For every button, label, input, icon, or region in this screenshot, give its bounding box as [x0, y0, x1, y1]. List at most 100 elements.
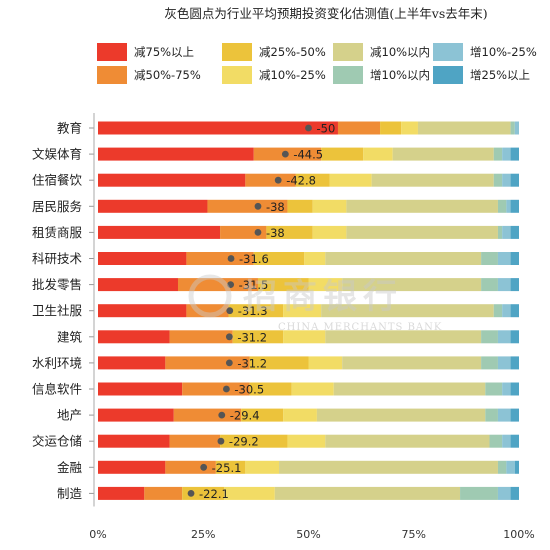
legend-swatch	[97, 66, 127, 84]
bar-segment	[342, 278, 482, 292]
bar-segment	[186, 252, 254, 265]
bar-segment	[510, 382, 519, 396]
category-label: 租赁商服	[32, 225, 83, 240]
average-marker-dot	[217, 437, 225, 445]
bar-segment	[249, 356, 309, 370]
bar-segment	[253, 252, 305, 265]
bar-segment	[220, 225, 267, 239]
bar-segment	[182, 382, 250, 396]
bar-segment	[510, 486, 519, 500]
bar-segment	[249, 382, 292, 396]
category-label: 卫生社服	[32, 303, 83, 318]
average-marker-dot	[225, 333, 233, 341]
bar-segment	[333, 382, 486, 396]
average-marker-label: -31.5	[239, 278, 269, 292]
bar-segment	[232, 330, 284, 344]
average-marker-label: -50	[317, 122, 336, 136]
average-marker-dot	[227, 255, 235, 262]
bar-segment	[274, 486, 461, 500]
legend-label: 增25%以上	[470, 68, 530, 82]
category-label: 交运仓储	[32, 434, 82, 449]
bar-segment	[98, 486, 145, 500]
bar-segment	[304, 252, 326, 265]
bar-segment	[245, 173, 296, 187]
bar-segment	[98, 278, 178, 292]
legend-swatch	[333, 43, 363, 61]
bar-segment	[325, 252, 482, 265]
bar-segment	[346, 225, 498, 239]
category-label: 制造	[57, 486, 83, 501]
average-marker-label: -38	[266, 200, 285, 214]
bar-segment	[493, 304, 503, 318]
bar-segment	[98, 121, 338, 135]
bar-segment	[481, 356, 498, 370]
bar-segment	[510, 252, 519, 265]
bar-segment	[510, 173, 519, 187]
legend-label: 减50%-75%	[134, 68, 201, 82]
bar-segment	[485, 408, 498, 422]
bar-segment	[460, 486, 498, 500]
x-tick-label: 50%	[296, 528, 320, 541]
bar-segment	[401, 121, 418, 135]
bar-segment	[144, 486, 183, 500]
bar-segment	[510, 304, 519, 318]
legend-label: 减10%以内	[370, 45, 430, 59]
category-label: 地产	[57, 408, 82, 423]
category-label: 信息软件	[32, 382, 82, 397]
average-marker-dot	[254, 202, 262, 210]
average-marker-dot	[305, 124, 312, 132]
category-label: 科研技术	[32, 251, 83, 266]
bar-segment	[380, 121, 402, 135]
bar-segment	[291, 382, 334, 396]
legend-label: 增10%以内	[370, 68, 430, 82]
average-marker-dot	[226, 307, 234, 315]
bar-segment	[417, 121, 511, 135]
average-marker-dot	[218, 411, 226, 419]
legend-swatch	[222, 66, 252, 84]
average-marker-label: -44.5	[293, 148, 323, 162]
bar-segment	[497, 225, 503, 239]
category-label: 水利环境	[32, 355, 82, 370]
chart-title: 灰色圆点为行业平均预期投资变化估测值(上半年vs去年末)	[164, 6, 487, 21]
bar-segment	[510, 225, 519, 239]
average-marker-dot	[227, 281, 235, 288]
average-marker-label: -31.3	[238, 304, 268, 318]
bar-segment	[215, 460, 246, 474]
bar-segment	[98, 356, 166, 370]
legend-swatch	[333, 66, 363, 84]
average-marker-label: -22.1	[199, 487, 229, 501]
category-label: 住宿餐饮	[32, 173, 83, 188]
bar-segment	[98, 434, 170, 448]
legend-label: 减25%-50%	[259, 45, 326, 59]
bar-segment	[510, 356, 519, 370]
legend-label: 减10%-25%	[259, 68, 326, 82]
bar-segment	[177, 278, 258, 292]
category-label: 金融	[57, 460, 83, 475]
bar-segment	[308, 278, 343, 292]
bar-segment	[489, 434, 503, 448]
bar-segment	[316, 408, 486, 422]
average-marker-dot	[254, 229, 262, 236]
bar-segment	[295, 173, 330, 187]
average-marker-dot	[274, 176, 282, 184]
bar-segment	[497, 460, 507, 474]
bar-segment	[283, 304, 322, 318]
bar-segment	[312, 199, 347, 213]
category-label: 教育	[57, 121, 82, 136]
average-marker-label: -30.5	[234, 383, 264, 397]
average-marker-label: -38	[266, 226, 285, 240]
bar-segment	[514, 121, 519, 135]
bar-segment	[502, 225, 511, 239]
bar-segment	[497, 330, 511, 344]
bar-segment	[98, 304, 187, 318]
average-marker-dot	[225, 359, 233, 367]
category-axis: 教育文娱体育住宿餐饮居民服务租赁商服科研技术批发零售卫生社服建筑水利环境信息软件…	[32, 112, 95, 507]
average-marker-label: -29.2	[229, 435, 259, 449]
bar-segment	[510, 434, 519, 448]
bar-segment	[502, 147, 511, 161]
average-marker-dot	[223, 385, 230, 393]
watermark: 招商银行 CHINA MERCHANTS BANK	[188, 274, 441, 333]
bar-segment	[497, 356, 511, 370]
bar-segment	[493, 173, 503, 187]
